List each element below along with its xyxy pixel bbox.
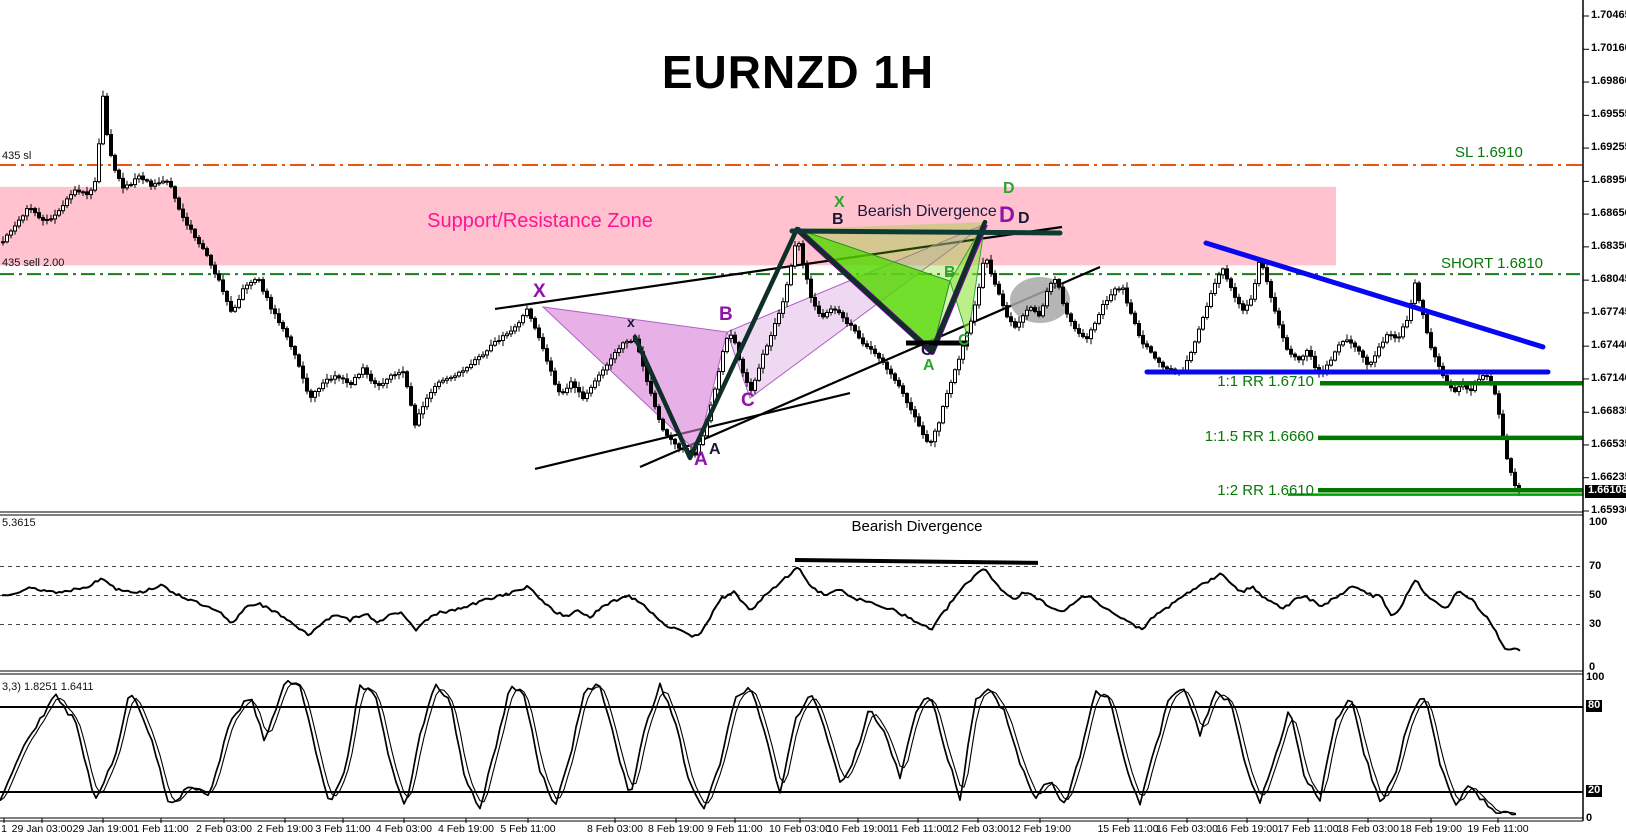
pattern-letter-a: A (923, 357, 935, 374)
price-axis-label: 1.70160 (1591, 42, 1626, 55)
time-axis-label: 19 Feb 11:00 (1467, 823, 1529, 835)
pattern-letter-c: C (958, 332, 970, 349)
time-axis-label: 12 Feb 19:00 (1009, 823, 1071, 835)
stoch-axis-label: 100 (1586, 670, 1605, 683)
time-axis-label: 10 Feb 03:00 (769, 823, 831, 835)
price-axis-label: 1.70465 (1591, 9, 1626, 21)
time-axis-label: 1 Feb 11:00 (133, 823, 189, 835)
time-axis-label: 8 Feb 19:00 (647, 823, 705, 835)
time-axis-label: 2 Feb 19:00 (256, 823, 314, 835)
bearish-divergence-price-label: Bearish Divergence (857, 203, 997, 220)
rsi-axis-label: 100 (1589, 516, 1608, 528)
pattern-letter-a: A (709, 441, 721, 458)
pattern-letter-c: C (921, 342, 933, 359)
price-axis-label: 1.67745 (1591, 305, 1626, 318)
stoch-axis-label: 0 (1586, 812, 1593, 825)
price-axis-label: 1.68650 (1591, 207, 1626, 220)
price-axis-label: 1.69860 (1591, 75, 1626, 88)
price-axis-label: 1.68950 (1591, 174, 1626, 187)
price-axis-label: 1.68045 (1591, 273, 1626, 286)
rsi-axis-label: 0 (1589, 661, 1596, 673)
pattern-letter-c: C (741, 390, 755, 411)
price-axis-label: 1.66835 (1591, 405, 1626, 418)
pattern-letter-b: B (832, 211, 844, 228)
time-axis-label: 9 Feb 11:00 (707, 823, 763, 835)
pattern-letter-d: D (999, 202, 1015, 227)
price-axis-label: 1.66235 (1591, 470, 1626, 483)
time-axis-label: 10 Feb 19:00 (827, 823, 889, 835)
time-axis-label: 12 Feb 03:00 (947, 823, 1009, 835)
current-price-badge: 1.66108 (1585, 484, 1626, 498)
stoch-indicator-value: 3,3) 1.8251 1.6411 (2, 681, 94, 693)
price-axis-label: 1.65930 (1591, 504, 1626, 516)
stoch-axis-label: 20 (1586, 783, 1603, 797)
time-axis-label: 5 Feb 11:00 (500, 823, 556, 835)
price-axis-label: 1.69255 (1591, 141, 1626, 154)
short-level-label: SHORT 1.6810 (1441, 255, 1544, 272)
pattern-letter-d: D (1003, 180, 1015, 197)
time-axis-label: 1 (1, 823, 7, 835)
pattern-letter-x: X (533, 281, 546, 302)
time-axis-label: 17 Feb 11:00 (1277, 823, 1339, 835)
page-title: EURNZD 1H (661, 46, 935, 98)
rsi-indicator-value: 5.3615 (2, 517, 36, 529)
time-axis-label: 15 Feb 11:00 (1097, 823, 1159, 835)
pattern-letter-b: B (944, 264, 956, 281)
sl-level-label: SL 1.6910 (1455, 144, 1523, 161)
time-axis-label: 11 Feb 11:00 (887, 823, 949, 835)
time-axis-label: 29 Jan 03:00 (11, 823, 73, 835)
rr-1-1-label: 1:1 RR 1.6710 (1217, 373, 1314, 390)
price-axis-label: 1.66535 (1591, 437, 1626, 450)
rr-1-1-5-label: 1:1.5 RR 1.6660 (1204, 428, 1314, 445)
order-sl-label: 435 sl (2, 150, 32, 162)
price-axis-label: 1.68350 (1591, 239, 1626, 252)
pattern-letter-x: x (627, 314, 635, 330)
time-axis-label: 18 Feb 03:00 (1337, 823, 1399, 835)
pattern-letter-b: B (719, 304, 733, 325)
price-axis-label: 1.67440 (1591, 339, 1626, 352)
time-axis-label: 16 Feb 03:00 (1156, 823, 1218, 835)
rr-1-2-label: 1:2 RR 1.6610 (1217, 482, 1314, 499)
rsi-axis-label: 70 (1589, 559, 1602, 572)
pattern-letter-x: X (834, 194, 845, 211)
time-axis-label: 2 Feb 03:00 (195, 823, 253, 835)
time-axis-label: 18 Feb 19:00 (1400, 823, 1462, 835)
price-axis-label: 1.69555 (1591, 108, 1626, 121)
time-axis-label: 8 Feb 03:00 (586, 823, 644, 835)
time-axis-label: 4 Feb 19:00 (437, 823, 495, 835)
pattern-letter-a: A (694, 449, 708, 470)
order-sell-label: 435 sell 2.00 (2, 257, 65, 269)
pattern-letter-d: D (1018, 210, 1030, 227)
rsi-axis-label: 30 (1589, 617, 1602, 630)
price-axis-label: 1.67140 (1591, 371, 1626, 384)
time-axis-label: 4 Feb 03:00 (375, 823, 433, 835)
time-axis-label: 29 Jan 19:00 (72, 823, 134, 835)
time-axis-label: 3 Feb 11:00 (315, 823, 371, 835)
sr-zone-label: Support/Resistance Zone (427, 210, 653, 232)
rsi-axis-label: 50 (1589, 588, 1602, 601)
bearish-divergence-rsi-label: Bearish Divergence (851, 518, 983, 535)
stoch-axis-label: 80 (1586, 698, 1603, 712)
time-axis-label: 16 Feb 19:00 (1216, 823, 1278, 835)
